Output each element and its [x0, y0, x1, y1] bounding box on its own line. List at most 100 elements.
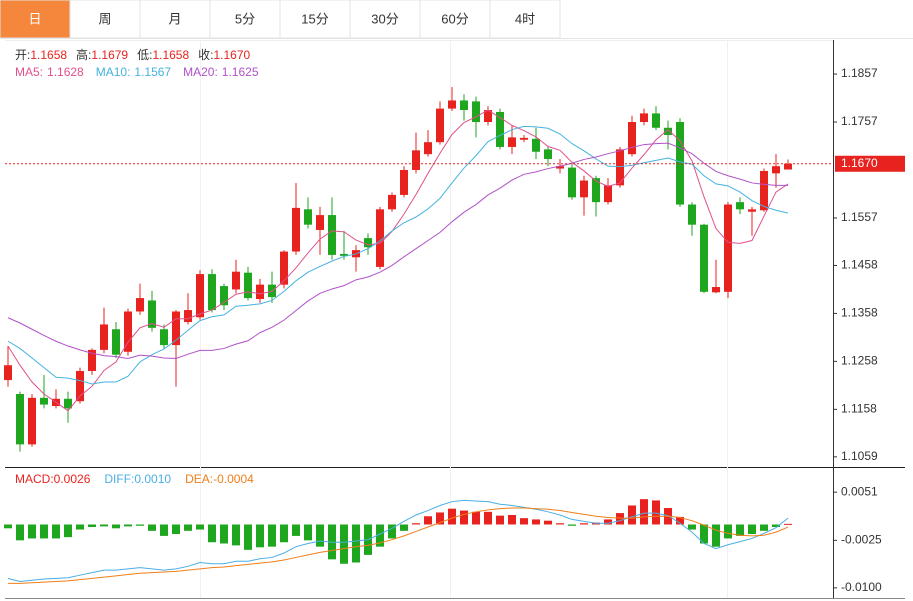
macd-bar: [160, 524, 168, 536]
candle-body: [292, 207, 300, 252]
macd-bar: [340, 524, 348, 564]
tab[interactable]: [419, 0, 491, 39]
y-tick-label: 1.1358: [841, 306, 878, 320]
tab-label[interactable]: 15分: [301, 11, 328, 26]
macd-bar: [88, 524, 96, 528]
macd-bar: [64, 524, 72, 538]
info-label: 开:: [15, 48, 30, 62]
macd-bar: [508, 514, 516, 525]
candle-body: [616, 149, 624, 186]
legend-value: 1.1567: [134, 65, 171, 79]
candle-body: [76, 370, 84, 402]
info-value: 1.1658: [30, 48, 67, 62]
macd-bar: [400, 524, 408, 531]
legend-name: DIFF:: [104, 472, 134, 486]
tab-label[interactable]: 60分: [441, 11, 468, 26]
candle-body: [460, 100, 468, 111]
macd-bar: [700, 524, 708, 544]
tab-label[interactable]: 周: [98, 11, 111, 26]
macd-bar: [688, 524, 696, 530]
macd-bar: [76, 524, 84, 530]
candle-body: [100, 324, 108, 350]
macd-bar: [436, 512, 444, 525]
ma-line: [7, 109, 789, 412]
macd-bar: [748, 524, 756, 534]
info-value: 1.1679: [91, 48, 128, 62]
candle-body: [184, 310, 192, 323]
macd-bar: [124, 524, 132, 527]
candle-body: [484, 110, 492, 123]
legend-name: DEA:: [185, 472, 213, 486]
macd-bar: [544, 520, 552, 525]
tab-label[interactable]: 4时: [515, 11, 535, 26]
y-tick-label: 1.1757: [841, 114, 878, 128]
macd-bar: [352, 524, 360, 563]
candle-body: [124, 311, 132, 352]
legend-value: 0.0010: [134, 472, 171, 486]
macd-bar: [484, 511, 492, 525]
candle-body: [712, 287, 720, 293]
candle-body: [112, 329, 120, 355]
candle-body: [280, 251, 288, 285]
legend-name: MA20:: [183, 65, 218, 79]
candle-body: [136, 298, 144, 312]
macd-bar: [556, 523, 564, 525]
macd-bar: [412, 523, 420, 525]
macd-bar: [40, 524, 48, 539]
macd-bar: [316, 524, 324, 547]
candle-body: [592, 178, 600, 203]
macd-bar: [736, 524, 744, 536]
candle-body: [508, 137, 516, 147]
macd-bar: [292, 524, 300, 536]
tab-label[interactable]: 月: [168, 11, 181, 26]
candle-body: [568, 167, 576, 198]
macd-bar: [772, 524, 780, 528]
macd-bar: [640, 499, 648, 525]
candle-body: [544, 149, 552, 159]
macd-bar: [268, 524, 276, 547]
tab[interactable]: [139, 0, 211, 39]
candle-body: [472, 101, 480, 123]
info-value: 1.1658: [152, 48, 189, 62]
macd-bar: [196, 524, 204, 530]
candle-body: [424, 142, 432, 155]
candle-body: [208, 274, 216, 311]
macd-bar: [16, 524, 24, 541]
y-tick-label: 1.1258: [841, 354, 878, 368]
candle-body: [688, 204, 696, 225]
candle-body: [772, 166, 780, 174]
tab[interactable]: [489, 0, 561, 39]
candle-body: [28, 397, 36, 445]
macd-bar: [112, 524, 120, 529]
macd-bar: [424, 516, 432, 525]
macd-bar: [28, 524, 36, 539]
tab-label[interactable]: 5分: [235, 11, 255, 26]
candle-body: [16, 394, 24, 445]
y-tick-label: -0.0025: [841, 533, 882, 547]
candle-body: [748, 209, 756, 212]
candle-body: [400, 169, 408, 195]
info-label: 高:: [76, 47, 91, 62]
tab-label[interactable]: 日: [28, 11, 41, 26]
tab[interactable]: [0, 0, 71, 39]
tab[interactable]: [349, 0, 421, 39]
info-label: 收:: [198, 48, 213, 62]
candle-body: [700, 224, 708, 292]
y-tick-label: 1.1059: [841, 449, 878, 463]
candle-body: [784, 163, 792, 170]
macd-line: [8, 507, 789, 584]
candle-body: [556, 166, 564, 169]
macd-bar: [532, 519, 540, 525]
legend-value: 1.1625: [222, 65, 259, 79]
macd-bar: [604, 519, 612, 525]
candle-body: [232, 271, 240, 290]
candle-body: [160, 329, 168, 346]
macd-bar: [184, 524, 192, 531]
tab-label[interactable]: 30分: [371, 11, 398, 26]
candle-body: [628, 122, 636, 155]
macd-bar: [4, 524, 12, 529]
macd-bar: [760, 524, 768, 531]
candle-body: [244, 272, 252, 299]
info-value: 1.1670: [213, 48, 250, 62]
candle-body: [64, 398, 72, 409]
